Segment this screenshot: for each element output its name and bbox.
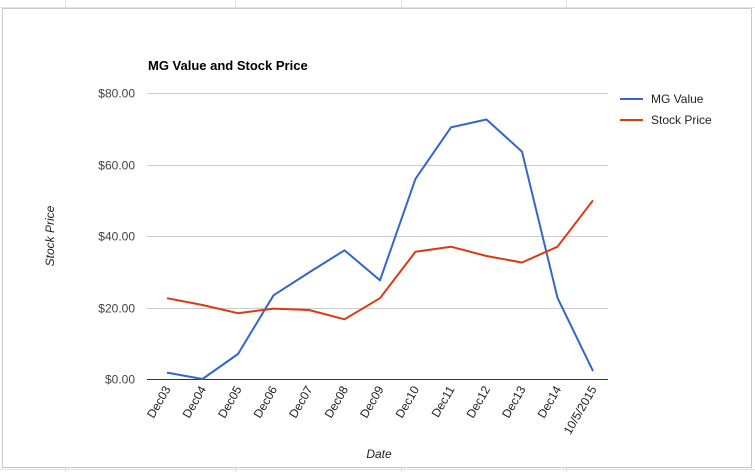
x-tick-label: Dec13 bbox=[499, 383, 529, 420]
series-line-stock-price[interactable] bbox=[166, 199, 594, 321]
x-tick-label: 10/5/2015 bbox=[561, 383, 600, 437]
chart-title: MG Value and Stock Price bbox=[148, 58, 308, 73]
x-tick-label: Dec14 bbox=[535, 383, 565, 420]
x-tick-label: Dec07 bbox=[286, 383, 316, 420]
x-tick-label: Dec05 bbox=[215, 383, 245, 420]
y-tick-label: $40.00 bbox=[98, 230, 135, 244]
x-tick-label: Dec04 bbox=[180, 383, 210, 420]
x-tick-label: Dec10 bbox=[393, 383, 423, 420]
gridlines bbox=[147, 93, 608, 380]
y-axis-ticks: $0.00 $20.00 $40.00 $60.00 $80.00 bbox=[98, 87, 135, 387]
x-axis-label: Date bbox=[366, 447, 392, 461]
y-tick-label: $60.00 bbox=[98, 159, 135, 173]
x-tick-label: Dec12 bbox=[464, 383, 494, 420]
y-axis-label: Stock Price bbox=[43, 205, 57, 266]
x-tick-label: Dec06 bbox=[251, 383, 281, 420]
legend-item-mg-value[interactable]: MG Value bbox=[620, 92, 704, 106]
legend-label: Stock Price bbox=[651, 113, 712, 127]
series-line-mg-value[interactable] bbox=[166, 118, 594, 380]
x-tick-label: Dec03 bbox=[144, 383, 174, 420]
x-axis-ticks: Dec03 Dec04 Dec05 Dec06 Dec07 Dec08 Dec09 Dec10… bbox=[144, 383, 600, 437]
legend[interactable]: MG Value Stock Price bbox=[620, 92, 712, 127]
chart-container[interactable] bbox=[2, 8, 752, 468]
y-tick-label: $20.00 bbox=[98, 302, 135, 316]
series-lines bbox=[166, 118, 594, 380]
x-tick-label: Dec08 bbox=[322, 383, 352, 420]
legend-label: MG Value bbox=[651, 92, 704, 106]
y-tick-label: $80.00 bbox=[98, 87, 135, 101]
legend-item-stock-price[interactable]: Stock Price bbox=[620, 113, 712, 127]
x-tick-label: Dec09 bbox=[357, 383, 387, 420]
x-tick-label: Dec11 bbox=[429, 383, 458, 420]
y-tick-label: $0.00 bbox=[105, 373, 135, 387]
